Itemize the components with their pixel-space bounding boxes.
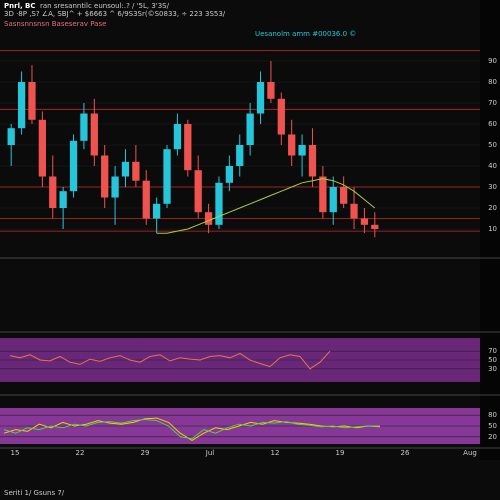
y-tick-label: 70 xyxy=(488,99,497,107)
x-tick-label: 26 xyxy=(401,449,410,457)
candle-body xyxy=(59,191,67,208)
candle-body xyxy=(225,166,233,183)
y-tick-label: 50 xyxy=(488,422,497,430)
y-tick-label: 20 xyxy=(488,204,497,212)
candle-body xyxy=(142,180,150,219)
symbol-title: Pnrl, BC xyxy=(4,2,36,10)
y-tick-label: 40 xyxy=(488,162,497,170)
candle-body xyxy=(7,128,15,145)
y-tick-label: 20 xyxy=(488,433,497,441)
y-tick-label: 80 xyxy=(488,78,497,86)
candle-body xyxy=(69,140,78,192)
candle-body xyxy=(371,224,379,229)
candle-body xyxy=(49,176,57,208)
candle-body xyxy=(173,124,182,150)
candle-body xyxy=(298,145,306,156)
x-tick-label: 12 xyxy=(271,449,280,457)
x-tick-label: 22 xyxy=(76,449,85,457)
candle-body xyxy=(215,182,223,225)
candle-body xyxy=(267,82,275,99)
candle-body xyxy=(184,124,192,171)
y-tick-label: 30 xyxy=(488,365,497,373)
indicator-line xyxy=(9,350,331,370)
candle-body xyxy=(340,187,348,204)
candle-body xyxy=(17,82,26,129)
candle-body xyxy=(194,170,202,213)
candle-body xyxy=(319,176,327,213)
y-tick-label: 50 xyxy=(488,141,497,149)
candle-body xyxy=(277,98,285,135)
footer-text: Seriti 1/ Gsuns 7/ xyxy=(4,489,65,497)
candle-body xyxy=(132,161,140,181)
candle-body xyxy=(38,119,46,177)
y-tick-label: 70 xyxy=(488,347,497,355)
indicator-text: Uesanolm amm #00036.0 © xyxy=(255,30,356,38)
y-tick-label: 50 xyxy=(488,356,497,364)
candle-body xyxy=(288,134,296,156)
indicator-line xyxy=(3,417,381,441)
indicator-line xyxy=(3,419,380,440)
x-tick-label: Jul xyxy=(205,449,215,457)
candle-body xyxy=(28,82,36,120)
candle-body xyxy=(256,82,265,114)
candle-body xyxy=(80,113,88,141)
price-axis xyxy=(480,0,500,460)
header-line: ran sresanntilc eunsoul:.? / '5L, 3'3S/ xyxy=(40,2,170,10)
y-tick-label: 30 xyxy=(488,183,497,191)
y-tick-label: 60 xyxy=(488,120,497,128)
header-line: 3D ·8P ,S? ∠A, SBJ^ + $6663 ^ 6/9S3Sr(©S… xyxy=(4,10,226,18)
candle-body xyxy=(360,218,369,225)
candle-body xyxy=(101,155,109,198)
candle-body xyxy=(204,212,213,225)
x-tick-label: 15 xyxy=(11,449,20,457)
x-tick-label: 29 xyxy=(141,449,150,457)
y-tick-label: 90 xyxy=(488,57,497,65)
candle-body xyxy=(350,203,358,219)
candle-body xyxy=(111,176,119,198)
candle-body xyxy=(236,145,244,166)
x-tick-label: Aug xyxy=(463,449,477,457)
y-tick-label: 80 xyxy=(488,411,497,419)
candle-body xyxy=(90,113,98,156)
candle-body xyxy=(121,161,130,177)
moving-average xyxy=(156,178,376,234)
candle-body xyxy=(163,149,171,204)
x-tick-label: 19 xyxy=(336,449,345,457)
candle-body xyxy=(246,113,254,145)
legend-text: Sasnsnnsnsn Baseserav Pase xyxy=(4,20,106,28)
candle-body xyxy=(153,203,161,219)
candle-body xyxy=(308,145,317,177)
y-tick-label: 10 xyxy=(488,225,497,233)
candle-body xyxy=(329,187,337,213)
